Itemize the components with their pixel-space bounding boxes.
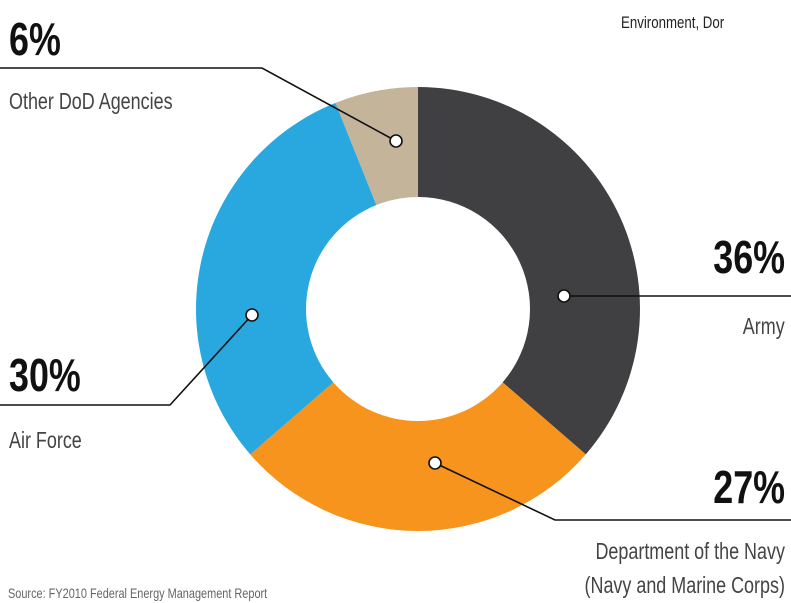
category-label: Army [743,313,785,339]
leader-line [0,314,253,406]
slice [250,382,586,531]
value-label: 30% [9,349,81,401]
leader-dot [245,308,259,322]
leader-line [0,67,397,142]
slice [418,87,640,455]
leader-dot [428,456,442,470]
value-label: 6% [9,13,61,65]
leader-dot [557,289,571,303]
leader-dot [389,134,403,148]
leader-line [434,462,791,521]
category-label: Air Force [9,427,82,453]
header-text: Environment, Dor [621,13,725,32]
category-label: Other DoD Agencies [9,88,173,114]
slice [335,87,418,206]
source: Source: FY2010 Federal Energy Management… [8,585,268,601]
slice [196,102,377,455]
value-label: 36% [713,231,785,283]
value-label: 27% [713,461,785,513]
category-label: Department of the Navy (Navy and Marine … [584,538,785,598]
